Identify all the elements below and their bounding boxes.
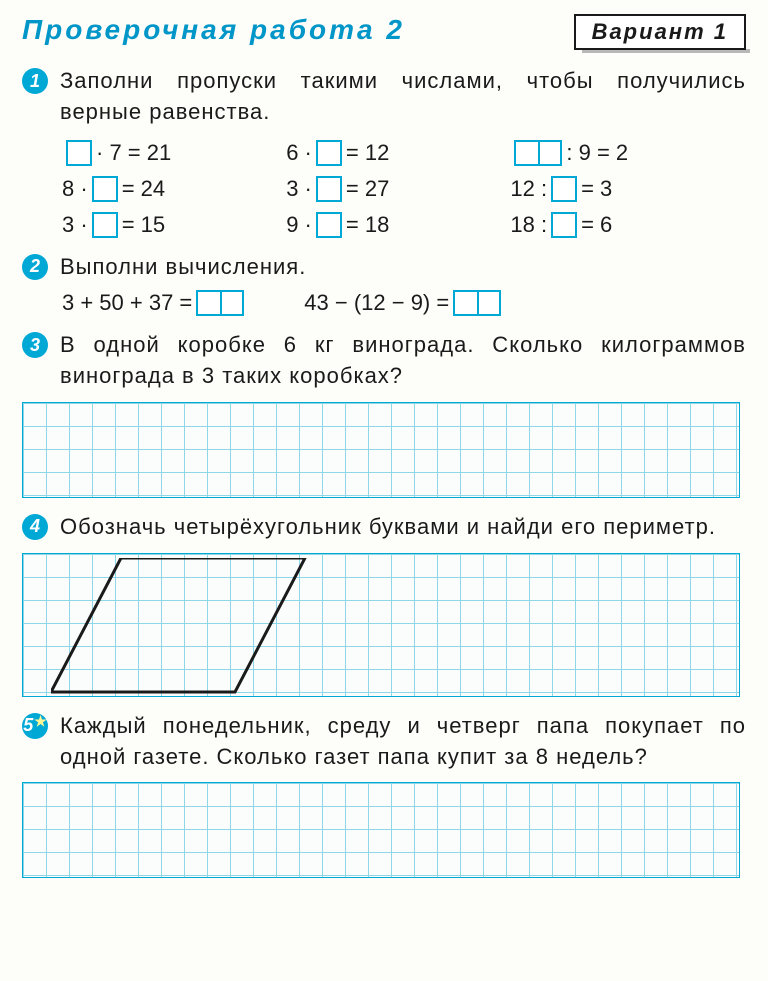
calc-row: 3 + 50 + 37 = 43 − (12 − 9) = xyxy=(62,290,746,316)
eq-r1c2: 6 · = 12 xyxy=(286,140,500,166)
eq-r3c1: 3 · = 15 xyxy=(62,212,276,238)
calc-2: 43 − (12 − 9) = xyxy=(304,290,501,316)
eq-r3c3: 18 : = 6 xyxy=(510,212,746,238)
eq-r3c2: 9 · = 18 xyxy=(286,212,500,238)
task-bullet-2: 2 xyxy=(22,254,48,280)
task-4-prompt: Обозначь четырёхугольник буквами и найди… xyxy=(60,512,716,543)
variant-badge: Вариант 1 xyxy=(574,14,746,50)
eq-r2c3: 12 : = 3 xyxy=(510,176,746,202)
task-3: 3 В одной коробке 6 кг винограда. Скольк… xyxy=(22,330,746,498)
worksheet-header: Проверочная работа 2 Вариант 1 xyxy=(22,14,746,50)
task-3-prompt: В одной коробке 6 кг винограда. Сколько … xyxy=(60,330,746,392)
task-bullet-1: 1 xyxy=(22,68,48,94)
answer-box[interactable] xyxy=(551,176,577,202)
quadrilateral-shape xyxy=(51,558,311,698)
task-4: 4 Обозначь четырёхугольник буквами и най… xyxy=(22,512,746,697)
task-bullet-5: 5★ xyxy=(22,713,48,739)
answer-box[interactable] xyxy=(551,212,577,238)
answer-box[interactable] xyxy=(92,176,118,202)
answer-box-double[interactable] xyxy=(514,140,562,166)
answer-grid-4[interactable] xyxy=(22,553,740,697)
task-2-prompt: Выполни вычисления. xyxy=(60,252,306,283)
task-5: 5★ Каждый понедельник, среду и четверг п… xyxy=(22,711,746,879)
page-title: Проверочная работа 2 xyxy=(22,14,405,46)
task-1: 1 Заполни пропуски такими числами, чтобы… xyxy=(22,66,746,238)
task-bullet-4: 4 xyxy=(22,514,48,540)
task-bullet-3: 3 xyxy=(22,332,48,358)
answer-box[interactable] xyxy=(66,140,92,166)
answer-box[interactable] xyxy=(316,176,342,202)
answer-grid-3[interactable] xyxy=(22,402,740,498)
answer-box[interactable] xyxy=(316,212,342,238)
eq-r1c3: : 9 = 2 xyxy=(510,140,746,166)
equation-grid: · 7 = 21 6 · = 12 : 9 = 2 8 · = 24 3 · =… xyxy=(62,140,746,238)
answer-box-double[interactable] xyxy=(196,290,244,316)
task-1-prompt: Заполни пропуски такими числами, чтобы п… xyxy=(60,66,746,128)
calc-1: 3 + 50 + 37 = xyxy=(62,290,244,316)
quadrilateral-polygon xyxy=(51,558,305,692)
eq-r1c1: · 7 = 21 xyxy=(62,140,276,166)
answer-box-double[interactable] xyxy=(453,290,501,316)
eq-r2c1: 8 · = 24 xyxy=(62,176,276,202)
star-icon: ★ xyxy=(34,713,47,730)
eq-r2c2: 3 · = 27 xyxy=(286,176,500,202)
task-2: 2 Выполни вычисления. 3 + 50 + 37 = 43 −… xyxy=(22,252,746,317)
answer-box[interactable] xyxy=(92,212,118,238)
answer-grid-5[interactable] xyxy=(22,782,740,878)
task-5-prompt: Каждый понедельник, среду и четверг папа… xyxy=(60,711,746,773)
answer-box[interactable] xyxy=(316,140,342,166)
